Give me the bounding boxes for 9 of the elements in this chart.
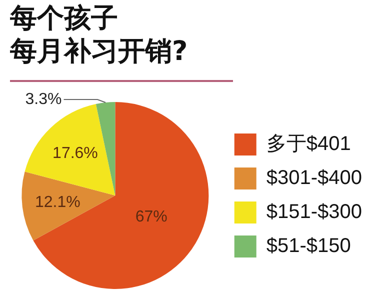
legend-label: 多于$401 <box>266 133 351 156</box>
legend-label: $301-$400 <box>266 167 362 190</box>
data-label: 67% <box>135 208 168 226</box>
data-label: 3.3% <box>25 90 62 108</box>
data-label: 12.1% <box>34 194 80 211</box>
data-label: 17.6% <box>52 144 98 162</box>
legend-label: $151-$300 <box>266 201 362 224</box>
chart-title: 每个孩子每月补习开销? <box>10 3 188 67</box>
legend-label: $51-$150 <box>266 235 351 258</box>
